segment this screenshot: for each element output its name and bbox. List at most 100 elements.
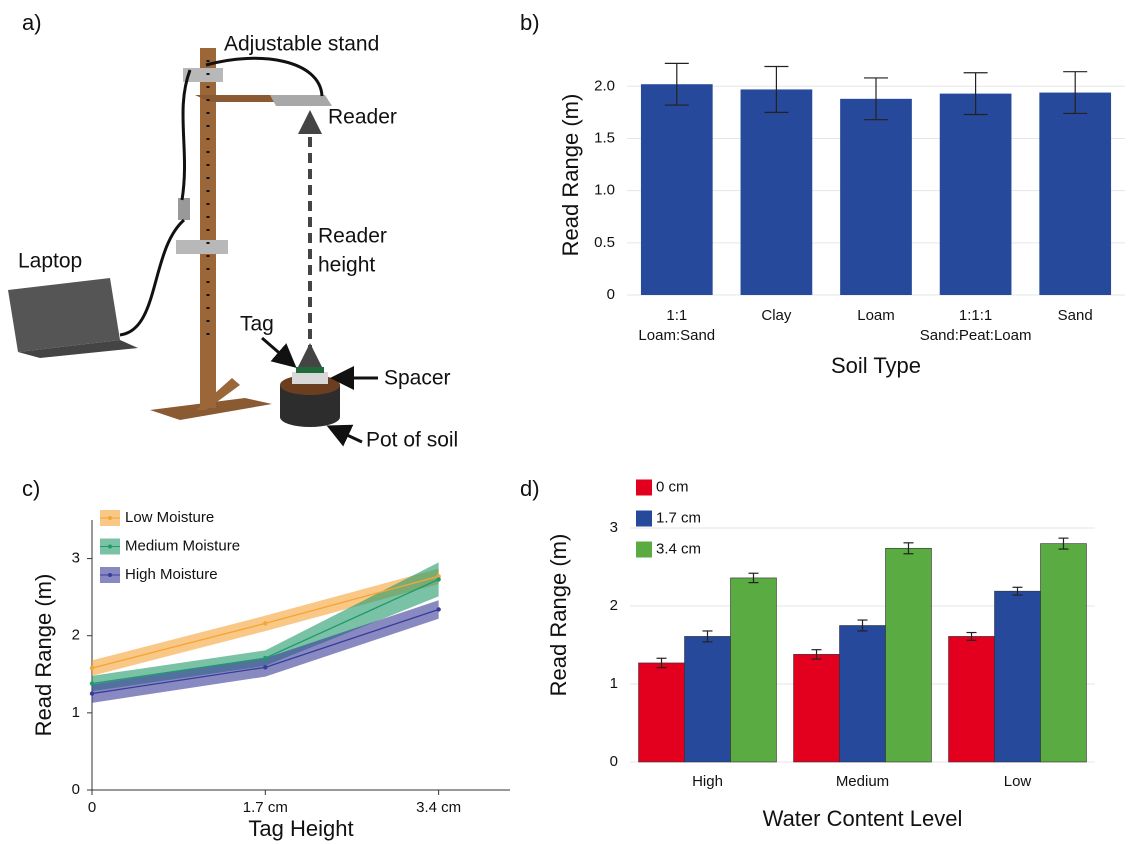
x-axis-title: Water Content Level [763, 806, 963, 831]
bar [994, 590, 1041, 763]
error-bar [664, 62, 689, 106]
panel-label: d) [520, 476, 540, 501]
diagram-label: Reader [328, 106, 397, 129]
bar [640, 84, 713, 295]
arrow [326, 424, 363, 447]
x-tick-label: Loam [857, 307, 895, 324]
y-tick-label: 1.5 [594, 129, 615, 146]
x-tick-label: Sand:Peat:Loam [920, 327, 1032, 344]
laptop-base [18, 340, 138, 358]
bar [793, 654, 840, 763]
spacer [292, 372, 328, 384]
bar [740, 89, 813, 295]
legend-swatch [636, 510, 652, 527]
diagram-label: Pot of soil [366, 429, 458, 452]
bar [939, 93, 1012, 295]
legend-label: 1.7 cm [656, 509, 701, 526]
x-tick-label: 1:1 [666, 307, 687, 324]
legend-point [108, 516, 112, 520]
error-bar [963, 72, 988, 116]
y-axis-title: Read Range (m) [546, 534, 571, 697]
legend-label: 3.4 cm [656, 540, 701, 557]
bar [839, 625, 886, 763]
clamp [178, 198, 190, 220]
reader [270, 95, 332, 106]
clamp [176, 240, 228, 254]
x-tick-label: 1.7 cm [243, 799, 288, 816]
error-bar [857, 619, 868, 632]
bar [684, 636, 731, 763]
legend-label: High Moisture [125, 566, 218, 583]
y-axis-title: Read Range (m) [558, 94, 583, 257]
y-tick-label: 1 [72, 704, 80, 721]
y-tick-label: 3 [72, 550, 80, 567]
error-bar [903, 542, 914, 555]
error-bar [1058, 537, 1069, 550]
bar [638, 662, 685, 763]
cable [119, 56, 324, 337]
y-tick-label: 2.0 [594, 77, 615, 94]
error-bar [702, 630, 713, 643]
point [89, 665, 95, 671]
y-tick-label: 2 [610, 597, 618, 614]
x-axis-title: Soil Type [831, 353, 921, 378]
error-bar [966, 631, 977, 641]
panel-label: a) [22, 10, 42, 35]
x-tick-label: Medium [836, 773, 889, 790]
y-tick-label: 0.5 [594, 234, 615, 251]
point [89, 681, 95, 686]
point [436, 577, 441, 582]
x-tick-label: High [692, 773, 723, 790]
error-bar [811, 649, 822, 660]
legend-label: Low Moisture [125, 509, 214, 526]
x-tick-label: 0 [88, 799, 96, 816]
bar [1040, 543, 1087, 763]
bar [840, 98, 912, 296]
tag [296, 367, 324, 373]
confidence-band [92, 600, 439, 703]
stand-base [150, 398, 272, 420]
diagram-label: Laptop [18, 250, 82, 273]
error-bar [1063, 71, 1088, 115]
x-tick-label: Clay [761, 307, 792, 324]
legend-swatch [636, 479, 652, 496]
point [436, 607, 441, 612]
panel-label: c) [22, 476, 40, 501]
x-axis-title: Tag Height [248, 816, 353, 841]
legend-swatch [636, 541, 652, 558]
x-tick-label: Sand [1058, 307, 1093, 324]
point [89, 691, 95, 696]
legend-label: 0 cm [656, 478, 689, 495]
diagram-label: Adjustable stand [224, 33, 379, 56]
x-tick-label: Loam:Sand [638, 327, 715, 344]
y-tick-label: 1.0 [594, 182, 615, 199]
setup-diagram: a) Adjustable stand Reader Reader height… [8, 10, 458, 452]
x-tick-label: 3.4 cm [416, 799, 461, 816]
y-tick-label: 2 [72, 627, 80, 644]
y-tick-label: 0 [607, 286, 615, 303]
y-axis-title: Read Range (m) [31, 574, 56, 737]
legend-label: Medium Moisture [125, 537, 240, 554]
point [436, 574, 441, 579]
point [263, 621, 268, 626]
bar [948, 636, 995, 763]
y-tick-label: 0 [72, 781, 80, 798]
bar [730, 577, 777, 763]
x-tick-label: Low [1004, 773, 1032, 790]
error-bar [656, 657, 667, 669]
stand-pole [200, 48, 216, 408]
arrow [261, 336, 297, 368]
laptop-screen [8, 278, 120, 352]
y-tick-label: 3 [610, 519, 618, 536]
panel-label: b) [520, 10, 540, 35]
y-tick-label: 1 [610, 675, 618, 692]
legend-point [108, 544, 112, 549]
clamp [183, 68, 223, 82]
point [263, 665, 268, 670]
diagram-label: Reader [318, 225, 387, 248]
error-bar [1012, 586, 1023, 596]
error-bar [864, 77, 888, 121]
bar [885, 547, 932, 763]
error-bar [748, 572, 759, 584]
